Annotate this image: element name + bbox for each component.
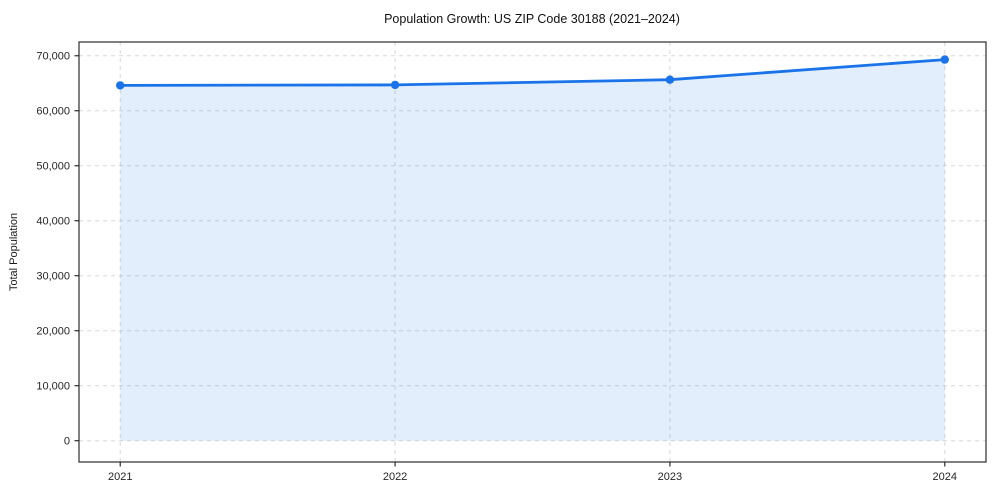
x-tick-labels: 2021 2022 2023 2024 (108, 471, 957, 483)
y-tick-label: 0 (64, 435, 70, 447)
y-tick-label: 50,000 (36, 161, 70, 173)
y-tick-label: 30,000 (36, 271, 70, 283)
y-tick-label: 20,000 (36, 326, 70, 338)
y-tick-label: 60,000 (36, 106, 70, 118)
y-axis-label: Total Population (8, 213, 20, 291)
data-line (118, 58, 947, 87)
x-gridlines (119, 42, 946, 462)
data-markers (116, 55, 949, 90)
plot-border (78, 41, 987, 463)
x-tick-label: 2024 (933, 471, 957, 483)
axis-ticks (74, 55, 946, 467)
y-tick-label: 40,000 (36, 216, 70, 228)
x-tick-label: 2023 (658, 471, 682, 483)
x-tick-label: 2021 (108, 471, 132, 483)
x-tick-label: 2022 (383, 471, 407, 483)
chart-title: Population Growth: US ZIP Code 30188 (20… (384, 12, 680, 26)
y-gridlines (79, 55, 986, 442)
y-tick-label: 70,000 (36, 51, 70, 63)
y-tick-label: 10,000 (36, 380, 70, 392)
area-fill (120, 59, 945, 441)
y-tick-labels: 0 10,000 20,000 30,000 40,000 50,000 60,000 70,… (36, 51, 70, 448)
